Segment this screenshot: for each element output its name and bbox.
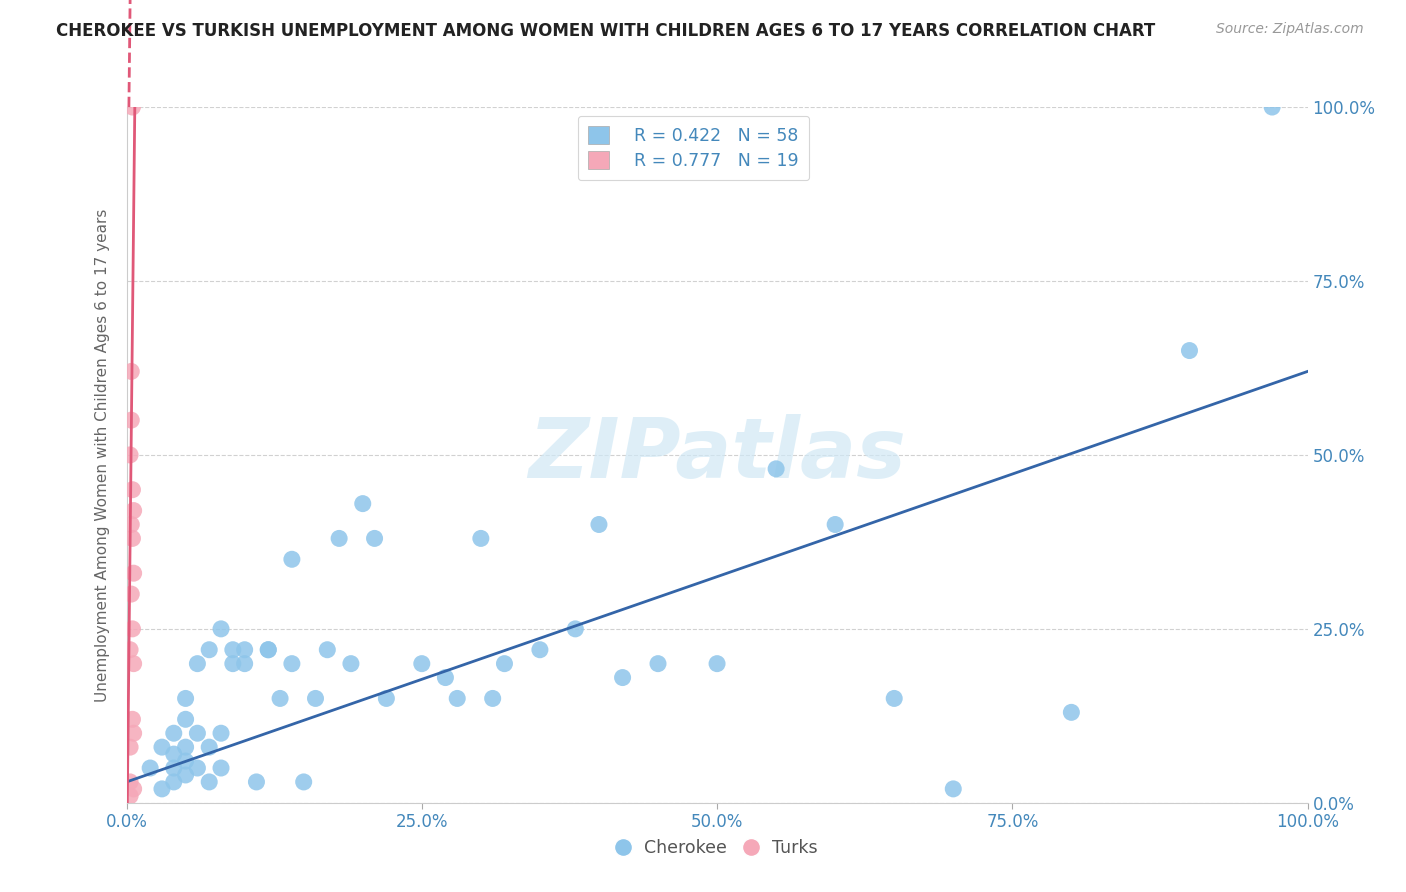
Point	[122, 503, 145, 517]
Point	[186, 726, 208, 740]
Point	[120, 517, 142, 532]
Point	[139, 761, 162, 775]
Point	[363, 532, 385, 546]
Point	[122, 566, 145, 581]
Point	[292, 775, 315, 789]
Point	[1261, 100, 1284, 114]
Point	[163, 761, 186, 775]
Point	[209, 622, 232, 636]
Legend: Cherokee, Turks: Cherokee, Turks	[609, 832, 825, 863]
Point	[233, 642, 256, 657]
Point	[122, 781, 145, 796]
Point	[328, 532, 350, 546]
Point	[245, 775, 267, 789]
Point	[588, 517, 610, 532]
Point	[150, 781, 173, 796]
Point	[647, 657, 669, 671]
Point	[186, 657, 208, 671]
Point	[174, 691, 197, 706]
Y-axis label: Unemployment Among Women with Children Ages 6 to 17 years: Unemployment Among Women with Children A…	[94, 208, 110, 702]
Point	[470, 532, 492, 546]
Point	[174, 754, 197, 768]
Point	[222, 642, 245, 657]
Point	[942, 781, 965, 796]
Point	[198, 642, 221, 657]
Point	[174, 768, 197, 782]
Point	[304, 691, 326, 706]
Point	[411, 657, 433, 671]
Point	[198, 740, 221, 755]
Point	[281, 657, 304, 671]
Point	[434, 671, 457, 685]
Point	[198, 775, 221, 789]
Point	[1060, 706, 1083, 720]
Point	[120, 364, 142, 378]
Point	[340, 657, 363, 671]
Point	[120, 642, 142, 657]
Point	[120, 448, 142, 462]
Point	[375, 691, 398, 706]
Point	[121, 483, 143, 497]
Point	[824, 517, 846, 532]
Point	[883, 691, 905, 706]
Point	[446, 691, 468, 706]
Text: CHEROKEE VS TURKISH UNEMPLOYMENT AMONG WOMEN WITH CHILDREN AGES 6 TO 17 YEARS CO: CHEROKEE VS TURKISH UNEMPLOYMENT AMONG W…	[56, 22, 1156, 40]
Point	[121, 100, 143, 114]
Point	[122, 657, 145, 671]
Point	[765, 462, 787, 476]
Text: Source: ZipAtlas.com: Source: ZipAtlas.com	[1216, 22, 1364, 37]
Point	[257, 642, 280, 657]
Point	[163, 747, 186, 761]
Point	[257, 642, 280, 657]
Point	[186, 761, 208, 775]
Point	[233, 657, 256, 671]
Point	[209, 761, 232, 775]
Point	[121, 712, 143, 726]
Point	[209, 726, 232, 740]
Point	[163, 726, 186, 740]
Point	[121, 532, 143, 546]
Point	[706, 657, 728, 671]
Point	[222, 657, 245, 671]
Point	[122, 726, 145, 740]
Point	[120, 413, 142, 427]
Point	[1178, 343, 1201, 358]
Point	[174, 740, 197, 755]
Point	[174, 712, 197, 726]
Point	[316, 642, 339, 657]
Point	[120, 775, 142, 789]
Point	[269, 691, 291, 706]
Point	[352, 497, 374, 511]
Point	[150, 740, 173, 755]
Point	[121, 622, 143, 636]
Point	[120, 740, 142, 755]
Point	[120, 789, 142, 803]
Text: ZIPatlas: ZIPatlas	[529, 415, 905, 495]
Point	[481, 691, 503, 706]
Point	[612, 671, 634, 685]
Point	[494, 657, 516, 671]
Point	[120, 587, 142, 601]
Point	[163, 775, 186, 789]
Point	[564, 622, 586, 636]
Point	[529, 642, 551, 657]
Point	[281, 552, 304, 566]
